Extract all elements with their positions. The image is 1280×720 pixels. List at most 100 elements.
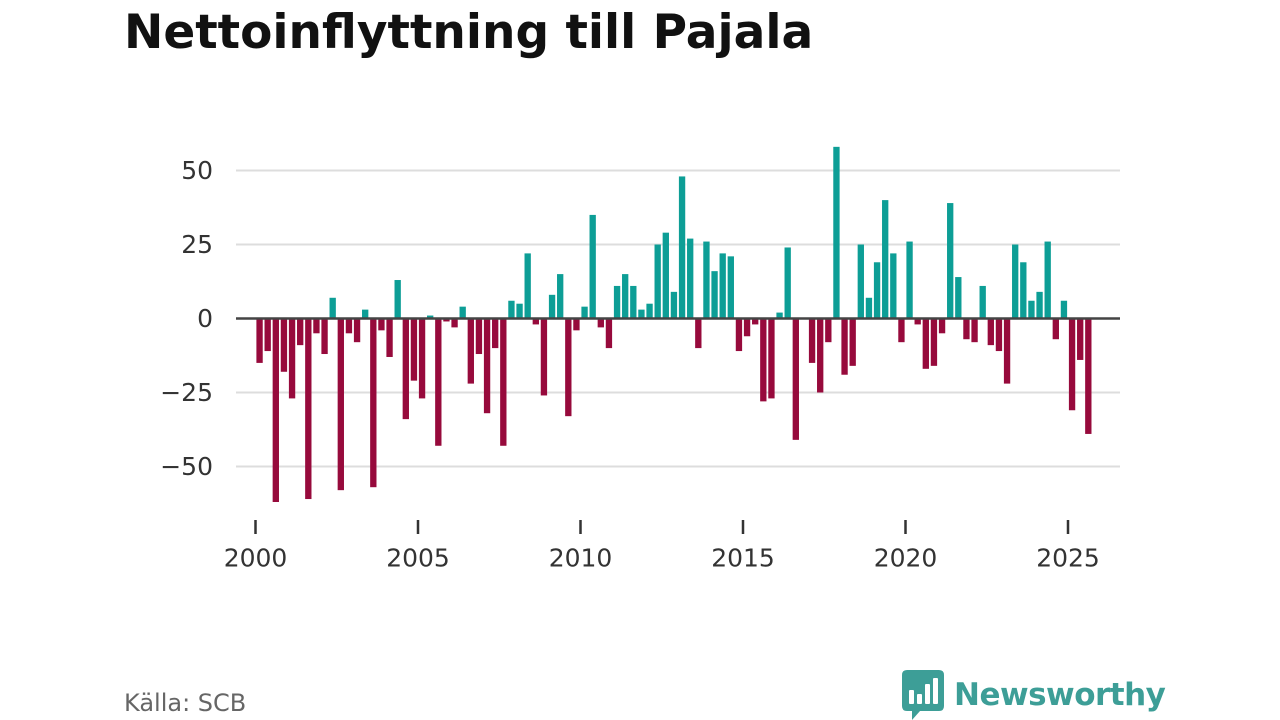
bar xyxy=(402,318,409,420)
bar xyxy=(735,318,743,352)
bar xyxy=(1036,291,1043,319)
bar xyxy=(687,238,694,319)
bar xyxy=(914,318,921,325)
bar xyxy=(1020,262,1027,319)
bar xyxy=(370,318,377,488)
gridlines xyxy=(236,169,1120,468)
bar xyxy=(305,318,312,500)
bar xyxy=(1028,300,1035,319)
bar-chart-speech-bubble-icon xyxy=(902,670,944,720)
bar xyxy=(256,318,263,363)
bar xyxy=(882,200,889,319)
y-tick-label: −25 xyxy=(160,378,213,407)
bar xyxy=(752,318,759,325)
bar xyxy=(410,318,418,381)
bar xyxy=(833,146,840,319)
y-tick-label: −50 xyxy=(160,452,213,481)
bar xyxy=(719,253,726,319)
bar xyxy=(557,274,564,319)
bar xyxy=(865,297,873,319)
bar xyxy=(313,318,320,334)
bars xyxy=(256,146,1092,502)
bar xyxy=(418,318,426,399)
bar xyxy=(540,318,548,396)
bar xyxy=(987,318,994,346)
bar xyxy=(427,315,434,319)
bar xyxy=(435,318,442,446)
bar xyxy=(841,318,848,375)
bar xyxy=(443,318,450,322)
bar xyxy=(337,318,344,491)
bar xyxy=(768,318,775,399)
bar xyxy=(345,318,353,334)
bar xyxy=(1044,241,1051,319)
bar xyxy=(1077,318,1084,360)
bar xyxy=(264,318,271,352)
bar xyxy=(711,271,718,319)
bar xyxy=(857,244,864,319)
x-tick-label: 2000 xyxy=(224,544,288,573)
y-tick-label: 0 xyxy=(197,304,213,333)
bar xyxy=(459,306,466,319)
bar xyxy=(979,285,986,319)
bar xyxy=(727,256,734,319)
bar xyxy=(1012,244,1019,319)
bar xyxy=(1085,318,1092,434)
bar xyxy=(394,280,401,319)
bar xyxy=(565,318,572,417)
bar xyxy=(532,318,539,325)
bar xyxy=(825,318,832,343)
bar xyxy=(483,318,491,414)
bar xyxy=(817,318,824,393)
bar xyxy=(475,318,483,355)
bar xyxy=(1003,318,1011,384)
bar xyxy=(995,318,1003,352)
bar xyxy=(743,318,751,337)
chart-title: Nettoinflyttning till Pajala xyxy=(124,5,814,60)
bar xyxy=(808,318,816,363)
bar xyxy=(280,318,288,372)
x-tick-label: 2025 xyxy=(1036,544,1100,573)
bar xyxy=(849,318,856,366)
bar xyxy=(1060,300,1068,319)
bar xyxy=(613,285,621,319)
bar xyxy=(703,241,710,319)
bar xyxy=(329,297,336,319)
bar xyxy=(760,318,767,402)
bar xyxy=(524,253,531,319)
bar xyxy=(516,303,523,319)
bar xyxy=(792,318,799,440)
bar xyxy=(971,318,978,343)
bar xyxy=(622,274,629,319)
bar xyxy=(630,285,637,319)
bar xyxy=(500,318,507,446)
bar xyxy=(1052,318,1059,340)
bar xyxy=(930,318,938,366)
brand: Newsworthy xyxy=(902,670,1166,720)
bar xyxy=(362,309,369,319)
bar xyxy=(678,176,686,319)
bar xyxy=(947,203,954,319)
y-tick-label: 25 xyxy=(181,230,213,259)
y-tick-label: 50 xyxy=(181,156,213,185)
bar xyxy=(654,244,661,319)
bar xyxy=(695,318,702,349)
bar xyxy=(321,318,328,355)
x-tick-label: 2015 xyxy=(711,544,775,573)
bar xyxy=(906,241,913,319)
bar xyxy=(597,318,604,328)
bar xyxy=(297,318,304,346)
bar xyxy=(776,312,783,319)
bar xyxy=(451,318,458,328)
bar xyxy=(963,318,970,340)
bar xyxy=(955,277,962,319)
bar xyxy=(548,294,556,319)
bar xyxy=(467,318,474,384)
bar xyxy=(386,318,393,357)
bar xyxy=(922,318,929,369)
bar xyxy=(938,318,946,334)
bar xyxy=(272,318,279,502)
bar xyxy=(784,247,791,319)
bar xyxy=(662,232,669,319)
bar xyxy=(581,306,588,319)
